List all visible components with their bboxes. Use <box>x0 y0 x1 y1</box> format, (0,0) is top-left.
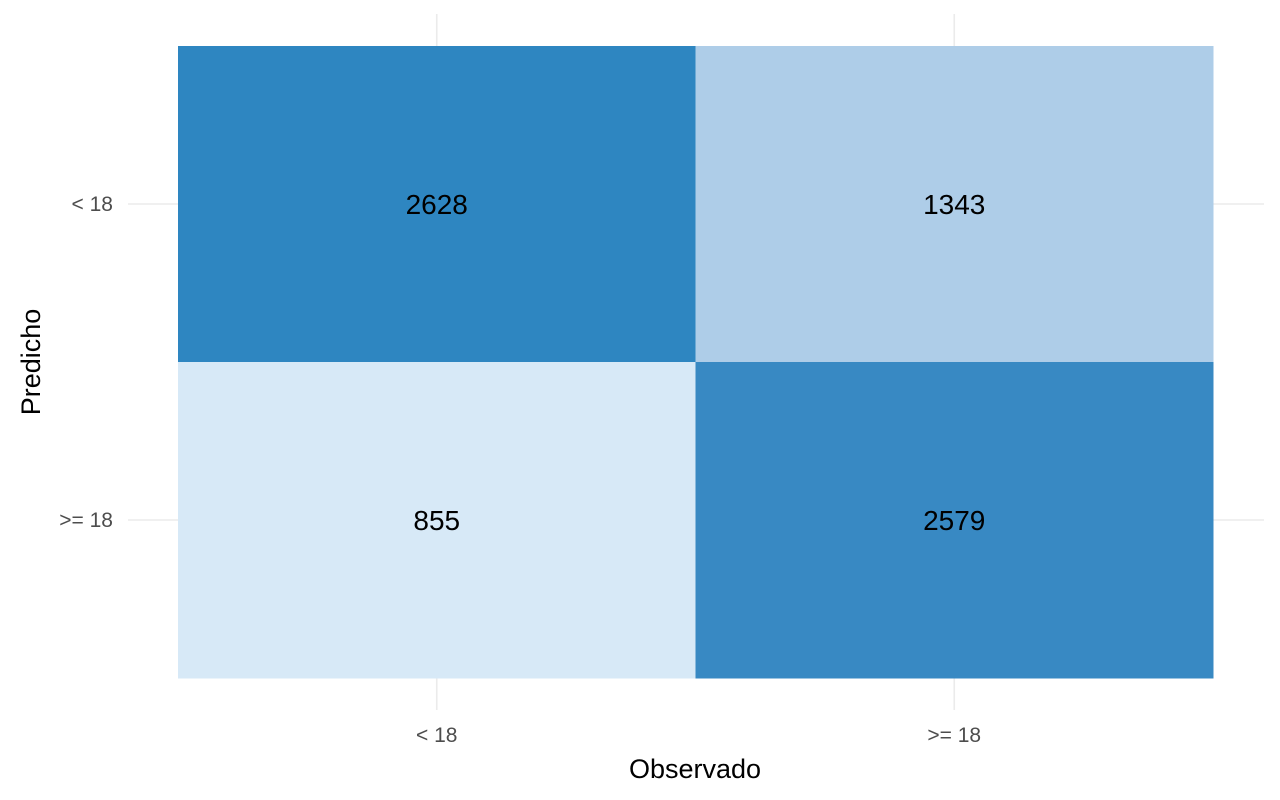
y-axis-title: Predicho <box>16 309 46 416</box>
tick-labels: < 18 >= 18 < 18 >= 18 <box>59 193 981 747</box>
x-tick-label: < 18 <box>416 724 457 747</box>
heatmap-cell-ge-18-ge-18 <box>695 362 1214 679</box>
y-tick-label: >= 18 <box>59 509 113 532</box>
heatmap-cells <box>178 46 1214 679</box>
cell-value-labels: 2628 1343 855 2579 <box>406 189 986 536</box>
cell-value-label: 1343 <box>923 189 985 220</box>
x-tick-label: >= 18 <box>927 724 981 747</box>
y-tick-label: < 18 <box>72 193 113 216</box>
x-axis-title: Observado <box>629 754 761 784</box>
heatmap-cell-ge-18-lt-18 <box>178 362 696 679</box>
heatmap-cell-lt-18-lt-18 <box>178 46 696 363</box>
heatmap-cell-lt-18-ge-18 <box>695 46 1214 363</box>
cell-value-label: 2579 <box>923 505 985 536</box>
cell-value-label: 2628 <box>406 189 468 220</box>
cell-value-label: 855 <box>413 505 460 536</box>
